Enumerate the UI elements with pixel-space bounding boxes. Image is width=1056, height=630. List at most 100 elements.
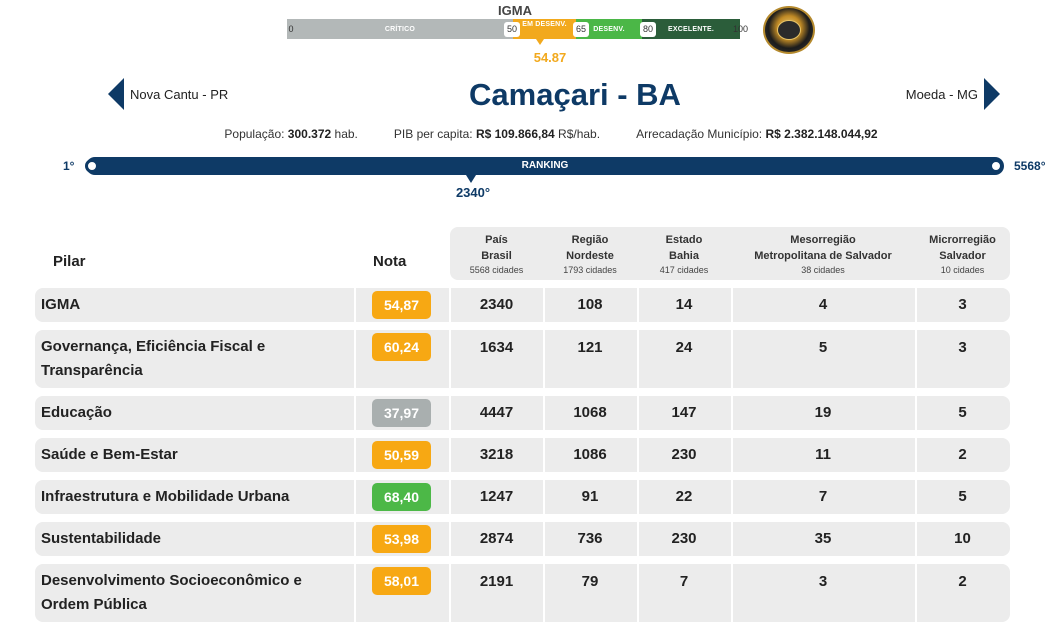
- rank-cell: 230: [671, 446, 697, 463]
- table-row: Infraestrutura e Mobilidade Urbana 68,40 1…: [35, 480, 1010, 514]
- pib-unit: R$/hab.: [558, 127, 601, 141]
- next-city-label[interactable]: Moeda - MG: [905, 86, 978, 102]
- rank-cell: 2340: [479, 296, 514, 313]
- rank-cell: 2: [958, 573, 967, 590]
- scale-tick: 65: [573, 22, 589, 37]
- scale-segment-em-desenv: EM DESENV.: [513, 19, 576, 39]
- prev-city-label[interactable]: Nova Cantu - PR: [130, 86, 229, 102]
- row-label-line2: Transparência: [41, 362, 143, 379]
- header-column-l2: Bahia: [669, 249, 699, 262]
- rank-cell: 108: [577, 296, 603, 313]
- rank-cell: 2191: [479, 573, 514, 590]
- header-column-l1: Microrregião: [929, 233, 996, 246]
- header-column-l1: País: [485, 233, 508, 246]
- nota-badge: 53,98: [372, 525, 431, 553]
- table-row: Governança, Eficiência Fiscal e Transparê…: [35, 330, 1010, 388]
- header-column-l2: Brasil: [481, 249, 512, 262]
- pib-value: R$ 109.866,84: [475, 127, 555, 141]
- table-row: Sustentabilidade 53,98 2874 736 230 35 10: [35, 522, 1010, 556]
- prev-city-link[interactable]: Nova Cantu - PR: [108, 78, 234, 110]
- arrecadacao-stat: Arrecadação Município: R$ 2.382.148.044,…: [636, 127, 878, 141]
- city-stats: População: 300.372 hab. PIB per capita: …: [0, 127, 1056, 141]
- rank-cell: 3: [958, 339, 967, 356]
- rank-cell: 121: [577, 339, 603, 356]
- header-column-l3: 1793 cidades: [563, 264, 617, 275]
- rank-cell: 22: [675, 488, 693, 505]
- scale-segment-desenv: DESENV.: [576, 19, 642, 39]
- rank-cell: 5: [958, 488, 967, 505]
- header-column-l1: Estado: [665, 233, 703, 246]
- nota-badge: 37,97: [372, 399, 431, 427]
- header-column-l2: Metropolitana de Salvador: [754, 249, 892, 262]
- table-row: Educação 37,97 4447 1068 147 19 5: [35, 396, 1010, 430]
- rank-cell: 5: [958, 404, 967, 421]
- population-label: População:: [224, 127, 285, 141]
- nota-badge: 58,01: [372, 567, 431, 595]
- scale-tick: 50: [504, 22, 520, 37]
- ranking-last: 5568°: [1014, 159, 1046, 173]
- rank-cell: 24: [675, 339, 693, 356]
- next-city-link[interactable]: Moeda - MG: [900, 78, 1000, 110]
- rank-cell: 4: [818, 296, 828, 313]
- ranking-marker-icon: [466, 175, 476, 183]
- rank-cell: 7: [818, 488, 828, 505]
- scale-tick: 80: [640, 22, 656, 37]
- scale-value: 54.87: [533, 50, 567, 65]
- row-label-line1: IGMA: [41, 296, 81, 313]
- rank-cell: 3: [958, 296, 967, 313]
- header-nota: Nota: [373, 253, 407, 270]
- rank-cell: 230: [671, 530, 697, 547]
- row-label: Desenvolvimento Socioeconômico e Ordem Pú…: [41, 569, 302, 617]
- scale-marker-icon: [536, 39, 544, 45]
- header-column-l3: 5568 cidades: [469, 264, 524, 275]
- rank-cell: 14: [675, 296, 693, 313]
- table-row: IGMA 54,87 2340 108 14 4 3: [35, 288, 1010, 322]
- population-value: 300.372: [287, 127, 332, 141]
- nota-badge: 68,40: [372, 483, 431, 511]
- row-label: Educação: [41, 401, 112, 425]
- row-label: IGMA: [41, 293, 80, 317]
- header-column: País Brasil 5568 cidades: [450, 229, 543, 279]
- header-column: Mesorregião Metropolitana de Salvador 38 c…: [731, 229, 915, 279]
- header-column-l2: Nordeste: [566, 249, 614, 262]
- rank-cell: 5: [818, 339, 828, 356]
- arrecadacao-value: R$ 2.382.148.044,92: [765, 127, 878, 141]
- scale-segment-excelente: EXCELENTE.: [642, 19, 740, 39]
- nota-badge: 54,87: [372, 291, 431, 319]
- rank-cell: 2874: [479, 530, 514, 547]
- population-stat: População: 300.372 hab.: [224, 127, 357, 141]
- nota-badge: 50,59: [372, 441, 431, 469]
- row-label-line2: Ordem Pública: [41, 596, 147, 613]
- nota-badge: 60,24: [372, 333, 431, 361]
- row-label-line1: Educação: [41, 404, 112, 421]
- arrow-right-icon[interactable]: [984, 78, 1000, 110]
- rank-cell: 1247: [479, 488, 514, 505]
- header-column-l3: 38 cidades: [801, 264, 845, 275]
- pib-stat: PIB per capita: R$ 109.866,84 R$/hab.: [394, 127, 600, 141]
- rank-cell: 91: [581, 488, 599, 505]
- rank-cell: 3218: [479, 446, 514, 463]
- header-column-l3: 417 cidades: [659, 264, 709, 275]
- rank-cell: 10: [954, 530, 971, 547]
- row-label-line1: Sustentabilidade: [41, 530, 162, 547]
- ranking-position: 2340°: [455, 185, 491, 200]
- scale-title: IGMA: [498, 3, 532, 18]
- row-label: Infraestrutura e Mobilidade Urbana: [41, 485, 289, 509]
- header-columns-group: [450, 227, 1010, 280]
- arrow-left-icon[interactable]: [108, 78, 124, 110]
- rank-cell: 3: [818, 573, 828, 590]
- ranking-bar: RANKING: [86, 157, 1004, 175]
- rank-cell: 7: [679, 573, 689, 590]
- row-label-line1: Governança, Eficiência Fiscal e: [41, 338, 266, 355]
- rank-cell: 35: [814, 530, 832, 547]
- pib-label: PIB per capita:: [393, 127, 473, 141]
- row-label: Saúde e Bem-Estar: [41, 443, 178, 467]
- rank-cell: 1634: [479, 339, 514, 356]
- scale-segment-critico: CRÍTICO: [287, 19, 513, 39]
- table-row: Desenvolvimento Socioeconômico e Ordem Pú…: [35, 564, 1010, 622]
- row-label-line1: Infraestrutura e Mobilidade Urbana: [41, 488, 290, 505]
- header-pilar: Pilar: [53, 253, 86, 270]
- scale-tick: 100: [733, 24, 749, 34]
- header-column-l2: Salvador: [939, 249, 986, 262]
- rank-cell: 11: [815, 446, 831, 463]
